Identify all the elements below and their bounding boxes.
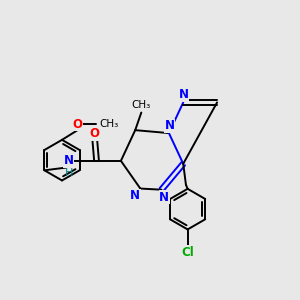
Text: N: N [165,119,175,132]
Text: CH₃: CH₃ [99,119,118,129]
Text: N: N [159,191,169,204]
Text: N: N [64,154,74,167]
Text: N: N [130,190,140,202]
Text: CH₃: CH₃ [132,100,151,110]
Text: N: N [179,88,189,101]
Text: H: H [64,168,73,178]
Text: O: O [72,118,82,131]
Text: Cl: Cl [181,246,194,259]
Text: O: O [90,127,100,140]
